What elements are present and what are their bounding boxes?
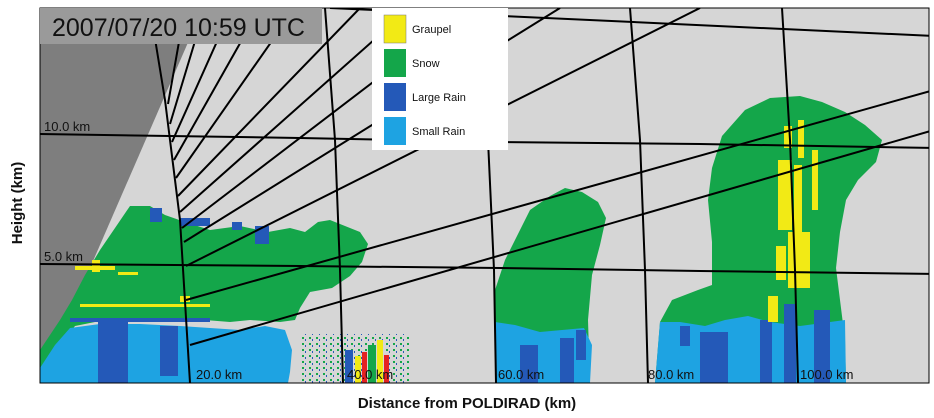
timestamp-panel: 2007/07/20 10:59 UTC — [40, 8, 322, 44]
distance-label-100km: 100.0 km — [800, 367, 853, 382]
cell-right-graupel — [768, 120, 818, 322]
legend-item-graupel: Graupel — [383, 14, 451, 44]
timestamp-text: 2007/07/20 10:59 UTC — [52, 14, 305, 42]
legend-item-large-rain: Large Rain — [384, 83, 466, 111]
distance-label-80km: 80.0 km — [648, 367, 694, 382]
distance-label-20km: 20.0 km — [196, 367, 242, 382]
legend: Graupel Snow Large Rain Small Rain — [372, 8, 508, 150]
cell-middle-large-rain — [520, 330, 586, 383]
cell-right-large-rain — [680, 304, 830, 383]
height-label-5km: 5.0 km — [44, 249, 83, 264]
x-axis-label: Distance from POLDIRAD (km) — [357, 395, 577, 412]
height-label-10km: 10.0 km — [44, 119, 90, 134]
legend-swatch-graupel — [383, 14, 407, 44]
y-axis-label: Height (km) — [9, 161, 26, 245]
legend-label-large-rain: Large Rain — [412, 92, 466, 104]
legend-label-graupel: Graupel — [412, 24, 451, 36]
legend-label-small-rain: Small Rain — [412, 126, 465, 138]
ground-clutter — [345, 340, 389, 383]
distance-label-60km: 60.0 km — [498, 367, 544, 382]
cell-left-large-rain — [70, 208, 269, 383]
legend-swatch-large-rain — [384, 83, 406, 111]
legend-swatch-snow — [384, 49, 406, 77]
legend-swatch-small-rain — [384, 117, 406, 145]
legend-label-snow: Snow — [412, 58, 440, 70]
legend-item-snow: Snow — [384, 49, 440, 77]
legend-item-small-rain: Small Rain — [384, 117, 465, 145]
distance-label-40km: 40.0 km — [347, 367, 393, 382]
